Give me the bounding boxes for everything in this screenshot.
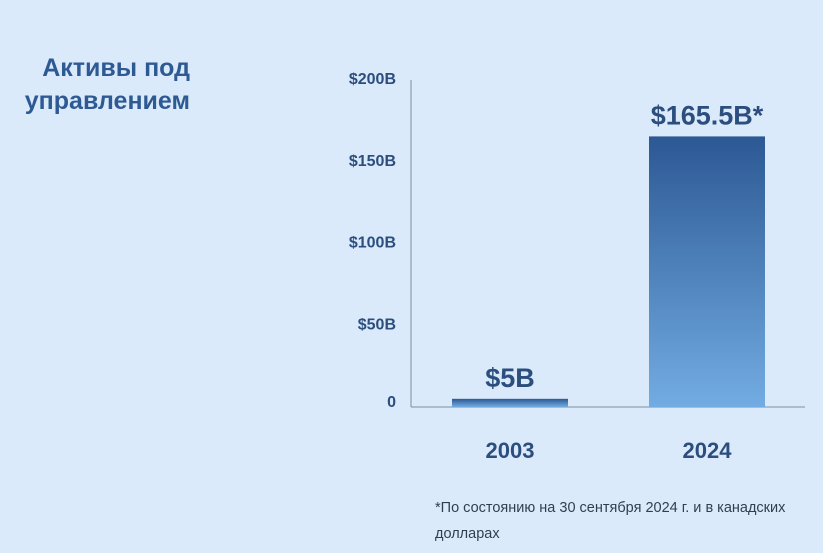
bar-2024 <box>649 136 765 407</box>
y-tick-label: 0 <box>387 394 396 411</box>
x-tick-label-2003: 2003 <box>486 438 535 463</box>
y-tick-label: $100B <box>349 235 396 252</box>
bar-chart: 0 $50B $100B $150B $200B $5B $165.5B* 2003 202… <box>349 71 805 463</box>
data-label-2024: $165.5B* <box>651 100 764 130</box>
data-label-2003: $5B <box>485 363 535 393</box>
footnote: *По состоянию на 30 сентября 2024 г. и в… <box>435 500 786 542</box>
y-tick-label: $50B <box>358 316 396 333</box>
bar-2003 <box>452 398 568 407</box>
chart-title-line-2: управлением <box>24 87 190 115</box>
y-tick-label: $150B <box>349 153 396 170</box>
chart-title: Активы под управлением <box>0 52 190 118</box>
y-tick-label: $200B <box>349 71 396 88</box>
x-tick-label-2024: 2024 <box>683 438 733 463</box>
chart-title-line-1: Активы под <box>42 54 190 82</box>
